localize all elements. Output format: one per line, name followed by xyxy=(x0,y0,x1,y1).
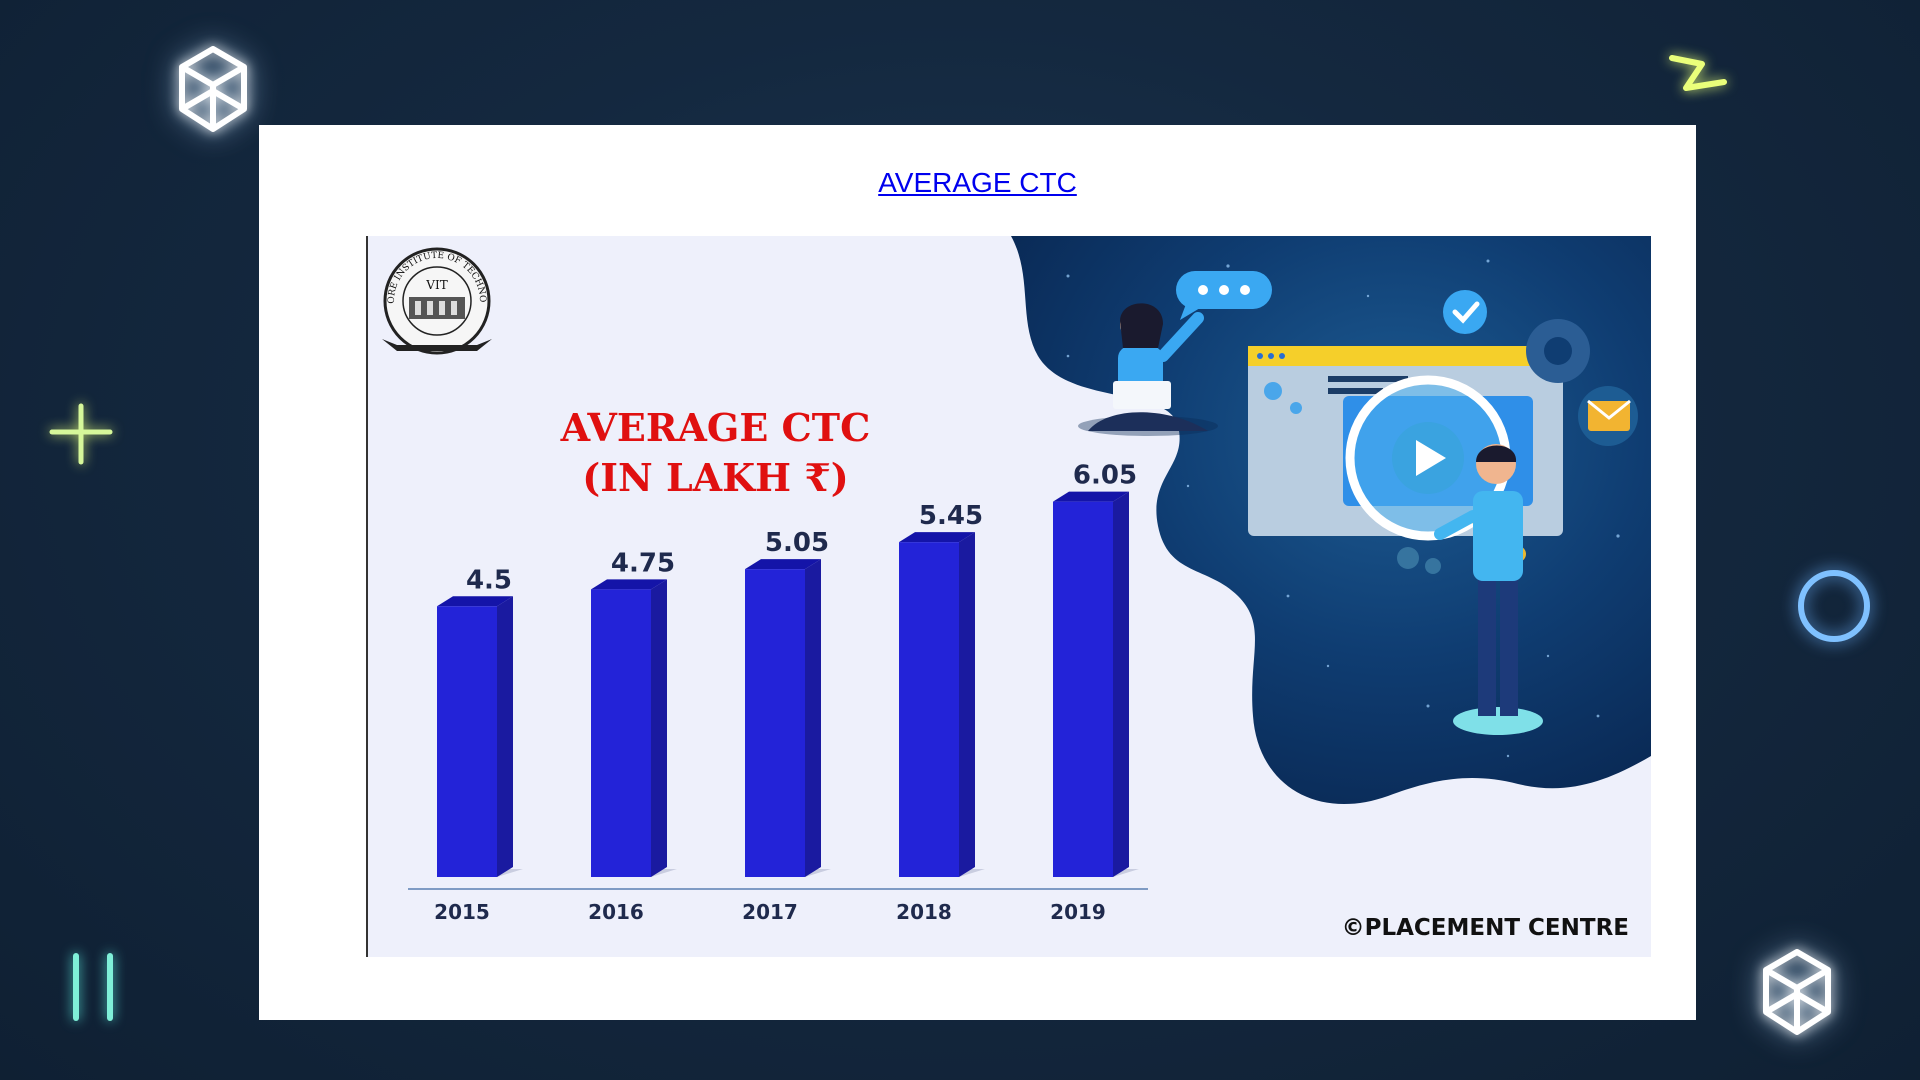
bar-top-2015 xyxy=(437,596,513,607)
x-tick-label: 2016 xyxy=(588,900,644,924)
bar-top-2016 xyxy=(591,579,667,590)
cube-icon-top-left xyxy=(179,46,247,132)
vit-emblem: VELLORE INSTITUTE OF TECHNOLOGY VIT xyxy=(382,247,492,355)
content-card: AVERAGE CTC xyxy=(259,125,1696,1020)
x-tick-label: 2018 xyxy=(896,900,952,924)
chat-bubble-icon xyxy=(1176,271,1272,320)
ctc-poster: VELLORE INSTITUTE OF TECHNOLOGY VIT 4.5 2… xyxy=(366,236,1651,957)
bar-value-label: 4.75 xyxy=(611,548,675,578)
bar-2018 xyxy=(899,542,959,877)
cube-icon-bottom-right xyxy=(1763,949,1831,1035)
gear-icons xyxy=(1264,319,1590,574)
bar-2016 xyxy=(591,589,651,877)
bar-value-label: 6.05 xyxy=(1073,461,1137,491)
bar-2015 xyxy=(437,606,497,877)
bar-value-label: 5.45 xyxy=(919,501,983,531)
x-tick-label: 2015 xyxy=(434,900,490,924)
plus-icon xyxy=(49,403,113,465)
mail-icon xyxy=(1578,386,1638,446)
bar-value-label: 4.5 xyxy=(466,565,512,595)
circle-icon xyxy=(1798,570,1870,642)
emblem-center-text: VIT xyxy=(425,278,447,292)
bar-side-2017 xyxy=(805,559,821,877)
ctc-bar-chart: 4.5 2015 4.75 2016 5.05 2017 5.45 2018 6.05 2019 xyxy=(408,461,1148,924)
x-tick-label: 2017 xyxy=(742,900,798,924)
bar-top-2019 xyxy=(1053,491,1129,502)
check-badge-icon xyxy=(1443,290,1487,334)
woman-with-laptop-illustration xyxy=(1078,303,1218,436)
bar-side-2016 xyxy=(651,579,667,877)
bar-value-label: 5.05 xyxy=(765,528,829,558)
man-with-magnifier-illustration xyxy=(1434,444,1543,735)
bar-2019 xyxy=(1053,501,1113,877)
bar-side-2015 xyxy=(497,596,513,877)
bar-side-2019 xyxy=(1113,491,1129,877)
bar-side-2018 xyxy=(959,532,975,877)
chart-subtitle: (IN LAKH ₹) xyxy=(582,455,849,500)
poster-artwork: VELLORE INSTITUTE OF TECHNOLOGY VIT 4.5 2… xyxy=(382,236,1651,924)
zigzag-icon xyxy=(1669,55,1727,91)
copyright-label: ©PLACEMENT CENTRE xyxy=(1341,915,1629,941)
magnifier-illustration xyxy=(1345,375,1526,562)
bar-2017 xyxy=(745,569,805,877)
pause-lines-icon xyxy=(73,953,113,1021)
bar-top-2018 xyxy=(899,532,975,543)
chart-title: AVERAGE CTC xyxy=(560,405,871,450)
bar-top-2017 xyxy=(745,559,821,570)
page-title-link[interactable]: AVERAGE CTC xyxy=(878,167,1077,198)
x-tick-label: 2019 xyxy=(1050,900,1106,924)
